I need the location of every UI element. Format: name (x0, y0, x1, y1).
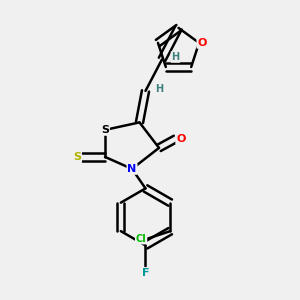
Text: O: O (197, 38, 207, 48)
Text: H: H (155, 83, 163, 94)
Text: F: F (142, 268, 149, 278)
Text: H: H (171, 52, 180, 62)
Text: S: S (101, 125, 109, 135)
Text: S: S (73, 152, 81, 162)
Text: N: N (128, 164, 136, 174)
Text: Cl: Cl (136, 234, 146, 244)
Text: O: O (176, 134, 186, 144)
